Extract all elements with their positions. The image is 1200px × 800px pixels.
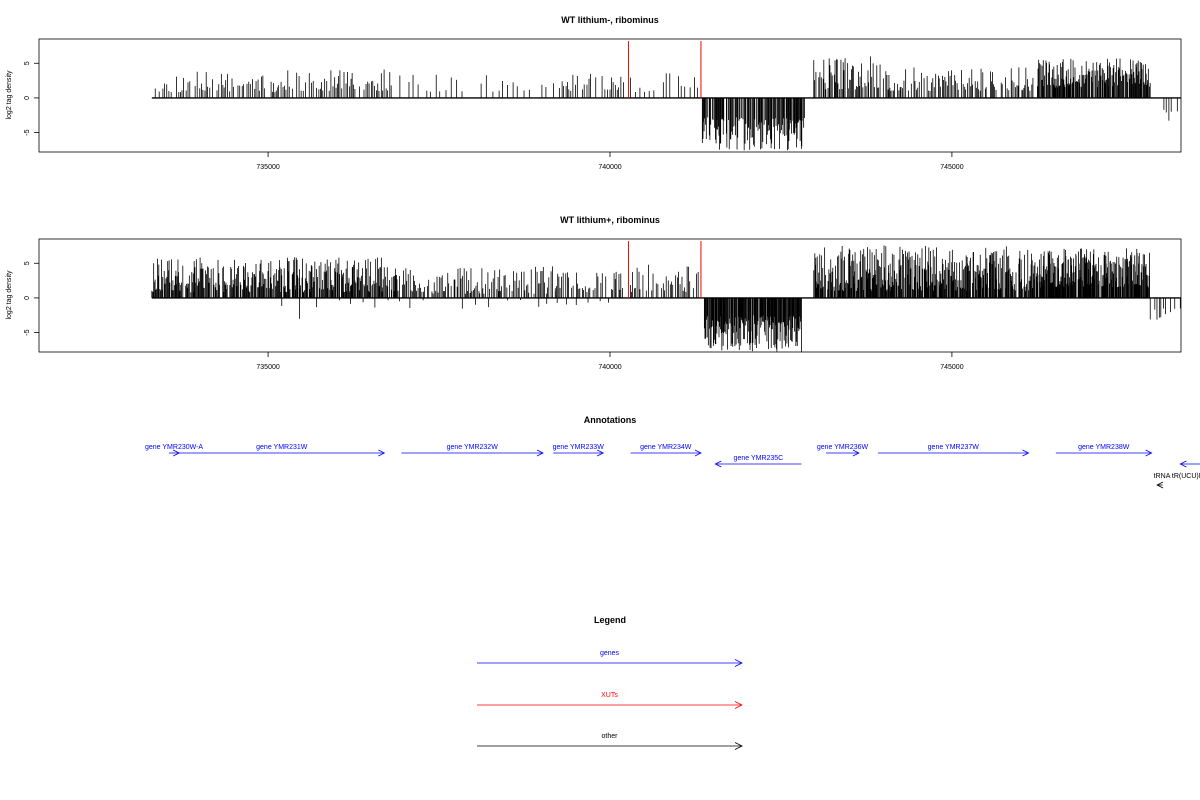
track-title: WT lithium-, ribominus xyxy=(561,15,659,25)
y-tick-label: 5 xyxy=(24,261,31,265)
strand-arrow xyxy=(596,449,605,457)
track-panel-lithium-plus: WT lithium+, ribominus log2 tag density … xyxy=(6,215,1182,371)
legend-title: Legend xyxy=(594,615,626,625)
feature-label: gene YMR232W xyxy=(447,444,499,451)
data-bars xyxy=(151,41,1181,151)
feature-label: gene YMR233W xyxy=(553,444,605,451)
x-tick-label: 735000 xyxy=(256,364,279,371)
track-panel-lithium-minus: WT lithium-, ribominus log2 tag density … xyxy=(6,15,1182,171)
strand-arrow xyxy=(694,449,702,457)
legend-arrow xyxy=(734,659,743,667)
axes: 735000 740000 745000 5 0 -5 xyxy=(24,61,964,171)
feature-label: gene YMR235C xyxy=(734,455,784,462)
legend-arrow xyxy=(734,742,743,750)
legend-label: XUTs xyxy=(601,692,618,699)
y-axis-label: log2 tag density xyxy=(6,270,13,320)
y-tick-label: -5 xyxy=(24,129,31,135)
annotation-features: gene YMR230W-A gene YMR231W gene YMR232W ge… xyxy=(145,444,1200,489)
axes: 735000 740000 745000 5 0 -5 xyxy=(24,261,964,371)
strand-arrow xyxy=(1179,460,1187,468)
feature-label: tRNA tR(UCU)M1 xyxy=(1154,473,1200,480)
strand-arrow xyxy=(536,449,544,457)
legend-label: other xyxy=(602,733,619,740)
track-title: WT lithium+, ribominus xyxy=(560,215,660,225)
x-tick-label: 745000 xyxy=(940,164,963,171)
y-tick-label: -5 xyxy=(24,329,31,335)
annotations-title: Annotations xyxy=(584,415,637,425)
strand-arrow xyxy=(714,460,722,468)
annotations-track: Annotations gene YMR230W-A gene YMR231W ge… xyxy=(145,415,1200,489)
strand-arrow xyxy=(1156,481,1164,489)
y-tick-label: 0 xyxy=(24,96,31,100)
legend: Legend genes XUTs other xyxy=(477,615,743,750)
legend-label: genes xyxy=(600,650,620,657)
x-tick-label: 735000 xyxy=(256,164,279,171)
legend-items: genes XUTs other xyxy=(477,650,743,750)
strand-arrow xyxy=(852,449,860,457)
x-tick-label: 745000 xyxy=(940,364,963,371)
feature-label: gene YMR234W xyxy=(640,444,692,451)
y-tick-label: 5 xyxy=(24,61,31,65)
strand-arrow xyxy=(1022,449,1030,457)
feature-label: gene YMR238W xyxy=(1078,444,1130,451)
strand-arrow xyxy=(1145,449,1153,457)
strand-arrow xyxy=(378,449,386,457)
feature-label: gene YMR236W xyxy=(817,444,869,451)
y-tick-label: 0 xyxy=(24,296,31,300)
feature-label: gene YMR230W-A xyxy=(145,444,203,451)
data-bars xyxy=(151,241,1181,352)
y-axis-label: log2 tag density xyxy=(6,70,13,120)
feature-label: gene YMR231W xyxy=(256,444,308,451)
feature-label: gene YMR237W xyxy=(928,444,980,451)
legend-arrow xyxy=(734,701,743,709)
x-tick-label: 740000 xyxy=(598,364,621,371)
x-tick-label: 740000 xyxy=(598,164,621,171)
